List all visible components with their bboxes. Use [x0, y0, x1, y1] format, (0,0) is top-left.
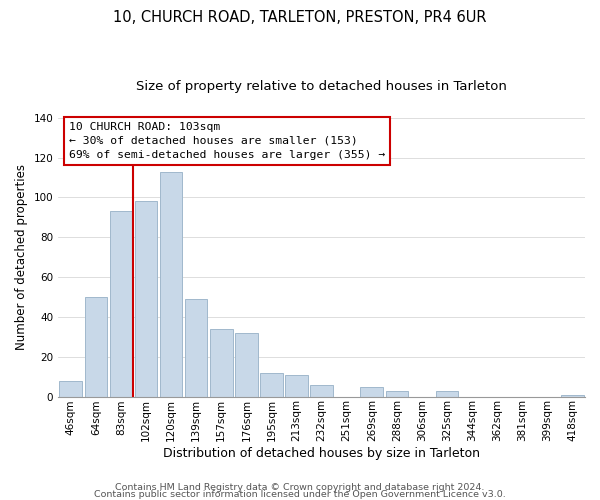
X-axis label: Distribution of detached houses by size in Tarleton: Distribution of detached houses by size … [163, 447, 480, 460]
Text: Contains public sector information licensed under the Open Government Licence v3: Contains public sector information licen… [94, 490, 506, 499]
Bar [436, 390, 458, 396]
Text: 10 CHURCH ROAD: 103sqm
← 30% of detached houses are smaller (153)
69% of semi-de: 10 CHURCH ROAD: 103sqm ← 30% of detached… [69, 122, 385, 160]
Bar [561, 394, 584, 396]
Bar [160, 172, 182, 396]
Title: Size of property relative to detached houses in Tarleton: Size of property relative to detached ho… [136, 80, 507, 93]
Bar [260, 372, 283, 396]
Bar [310, 384, 333, 396]
Bar [110, 212, 132, 396]
Bar [235, 333, 257, 396]
Bar [361, 386, 383, 396]
Text: Contains HM Land Registry data © Crown copyright and database right 2024.: Contains HM Land Registry data © Crown c… [115, 484, 485, 492]
Bar [285, 374, 308, 396]
Bar [59, 380, 82, 396]
Text: 10, CHURCH ROAD, TARLETON, PRESTON, PR4 6UR: 10, CHURCH ROAD, TARLETON, PRESTON, PR4 … [113, 10, 487, 25]
Bar [185, 299, 208, 396]
Bar [85, 297, 107, 396]
Y-axis label: Number of detached properties: Number of detached properties [15, 164, 28, 350]
Bar [134, 202, 157, 396]
Bar [386, 390, 408, 396]
Bar [210, 329, 233, 396]
